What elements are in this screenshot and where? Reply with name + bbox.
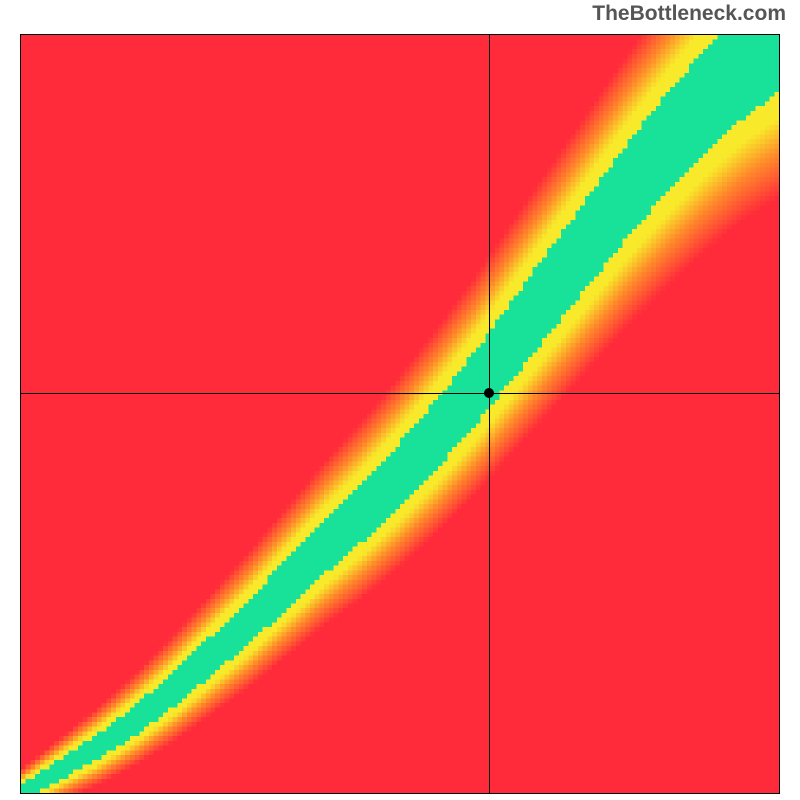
heatmap-canvas: [21, 35, 779, 793]
watermark-text: TheBottleneck.com: [592, 2, 786, 26]
heatmap-plot: [20, 34, 780, 794]
